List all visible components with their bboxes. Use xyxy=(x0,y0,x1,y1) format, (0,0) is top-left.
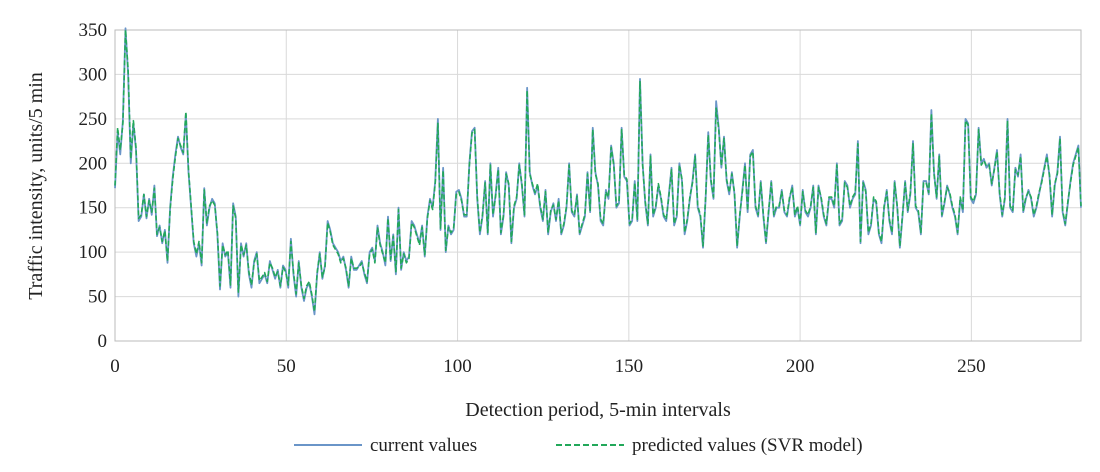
grid-lines xyxy=(114,29,1081,342)
y-tick-label-50: 50 xyxy=(88,287,107,308)
x-tick-label-50: 50 xyxy=(277,356,296,377)
x-tick-label-150: 150 xyxy=(615,356,644,377)
y-axis-ticks: 0 50 100 150 200 250 300 350 xyxy=(79,20,108,352)
x-tick-label-200: 200 xyxy=(786,356,815,377)
x-tick-label-100: 100 xyxy=(443,356,472,377)
y-tick-label-300: 300 xyxy=(79,64,108,85)
x-axis-title: Detection period, 5-min intervals xyxy=(465,399,731,421)
y-tick-label-150: 150 xyxy=(79,198,108,219)
legend-label-predicted: predicted values (SVR model) xyxy=(632,435,863,456)
series-line-predicted xyxy=(114,29,1082,313)
legend-label-current: current values xyxy=(370,435,477,456)
x-tick-label-0: 0 xyxy=(110,356,120,377)
series-layer xyxy=(114,27,1082,316)
legend: current values predicted values (SVR mod… xyxy=(294,435,863,456)
y-axis-title: Traffic intensity, units/5 min xyxy=(25,72,47,300)
series-line-current xyxy=(114,27,1082,316)
y-tick-label-0: 0 xyxy=(98,331,108,352)
y-tick-label-200: 200 xyxy=(79,153,108,174)
y-tick-label-250: 250 xyxy=(79,109,108,130)
y-tick-label-350: 350 xyxy=(79,20,108,41)
x-axis-ticks: 0 50 100 150 200 250 xyxy=(110,356,985,377)
y-tick-label-100: 100 xyxy=(79,242,108,263)
x-tick-label-250: 250 xyxy=(957,356,986,377)
